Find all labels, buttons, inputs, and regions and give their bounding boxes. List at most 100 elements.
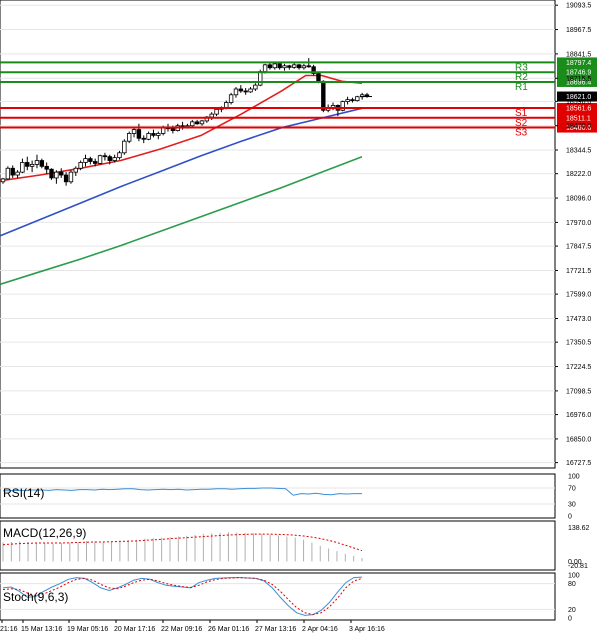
candle-body (25, 162, 30, 167)
candle-body (136, 129, 142, 139)
candle-body (5, 167, 11, 180)
candle-body (59, 171, 64, 176)
x-tick-label: 15 Mar 13:16 (21, 626, 62, 633)
rsi-title: RSI(14) (3, 486, 44, 500)
candle-body (277, 63, 282, 69)
candle-body (107, 156, 112, 161)
y-tick-label: 18470.0 (566, 123, 591, 130)
candle-body (73, 167, 78, 173)
level-price-text: 18561.6 (566, 106, 591, 113)
candle-body (88, 158, 93, 162)
candle-body (97, 155, 103, 164)
candle-body (170, 128, 176, 131)
level-price-text: 18696.4 (566, 79, 591, 86)
candle-body (321, 80, 326, 111)
candle-body (248, 88, 253, 93)
candle-body (228, 94, 234, 103)
candle-body (44, 165, 49, 170)
candle-body (194, 121, 200, 125)
y-tick-label: 16727.5 (566, 460, 591, 467)
candle-body (316, 73, 321, 82)
candle-body (83, 158, 88, 163)
rsi-tick-label: 30 (568, 502, 576, 509)
level-label-r3: R3 (515, 62, 528, 73)
candle-body (102, 155, 108, 158)
candle-body (156, 133, 161, 136)
pivot-levels: R3 18797.4 R2 18746.9 R1 18696.4 S1 18561.6 S2 18… (0, 57, 597, 139)
candle-body (68, 171, 74, 183)
level-label-s3: S3 (515, 128, 528, 139)
y-tick-label: 18344.5 (566, 147, 591, 154)
level-price-box (557, 112, 597, 123)
candle-body (146, 133, 151, 140)
candle-body (190, 121, 195, 127)
candle-body (141, 137, 146, 140)
candle-body (199, 120, 205, 125)
price-axis: 19093.5 18967.5 18841.5 18715.5 18596.0 18470… (555, 3, 591, 467)
level-price-box (557, 76, 597, 87)
y-tick-label: 18096.0 (566, 196, 591, 203)
candle-body (20, 162, 25, 173)
price-panel-frame (0, 0, 556, 469)
x-tick-label: 2 Apr 04:16 (302, 626, 338, 633)
candle-body (287, 65, 292, 68)
y-tick-label: 17224.5 (566, 364, 591, 371)
candle-body (0, 178, 6, 183)
macd-panel: 138.62 0.00-20.81 (2, 525, 590, 570)
level-price-box (557, 67, 597, 78)
x-tick-label: 27 Mar 13:16 (255, 626, 296, 633)
current-price-box (557, 91, 597, 102)
candle-body (238, 88, 244, 92)
candle-body (126, 133, 132, 142)
candle-body (296, 64, 302, 69)
candle-body (15, 171, 20, 176)
stoch-tick-label: 0 (568, 616, 572, 623)
candle-body (345, 99, 350, 102)
rsi-tick-label: 70 (568, 486, 576, 493)
candle-body (117, 152, 122, 159)
candle-body (258, 71, 263, 86)
candle-body (131, 129, 137, 134)
candle-body (93, 161, 98, 164)
level-price-text: 18460.6 (566, 125, 591, 132)
candle-body (122, 140, 127, 154)
y-tick-label: 19093.5 (566, 3, 591, 10)
stoch-title: Stoch(9,6,3) (3, 590, 68, 604)
x-tick-label: 3 Apr 16:16 (349, 626, 385, 633)
macd-tick-label: 0.00 (568, 559, 582, 566)
ma-mid-line (0, 107, 363, 237)
macd-panel-frame (0, 520, 556, 571)
y-tick-label: 18967.5 (566, 27, 591, 34)
macd-title: MACD(12,26,9) (3, 526, 86, 540)
rsi-tick-label: 100 (568, 474, 580, 481)
candle-body (34, 160, 40, 165)
y-tick-label: 18715.5 (566, 76, 591, 83)
rsi-line (3, 487, 362, 496)
level-label-s2: S2 (515, 118, 528, 129)
y-tick-label: 17847.5 (566, 244, 591, 251)
candle-body (311, 66, 316, 74)
stoch-tick-label: 80 (568, 581, 576, 588)
x-tick-label: 21:16 (0, 626, 18, 633)
y-tick-label: 17098.5 (566, 388, 591, 395)
rsi-panel-frame (0, 473, 556, 519)
stoch-tick-label: 100 (568, 573, 580, 580)
candle-body (39, 160, 45, 167)
candle-body (233, 88, 239, 96)
level-label-r2: R2 (515, 72, 528, 83)
candle-body (340, 101, 345, 111)
y-tick-label: 16976.0 (566, 412, 591, 419)
candle-body (243, 90, 248, 93)
current-price-text: 18621.0 (566, 94, 591, 101)
candle-body (282, 65, 287, 69)
candle-body (209, 113, 214, 118)
x-tick-label: 20 Mar 17:16 (114, 626, 155, 633)
x-tick-label: 26 Mar 01:16 (208, 626, 249, 633)
candle-body (253, 84, 258, 90)
macd-tick-label: -20.81 (568, 563, 588, 570)
level-price-text: 18511.1 (566, 115, 591, 122)
y-tick-label: 17473.0 (566, 316, 591, 323)
candle-body (262, 64, 268, 73)
time-axis: 21:16 15 Mar 13:16 19 Mar 05:16 20 Mar 17:1… (0, 620, 385, 633)
